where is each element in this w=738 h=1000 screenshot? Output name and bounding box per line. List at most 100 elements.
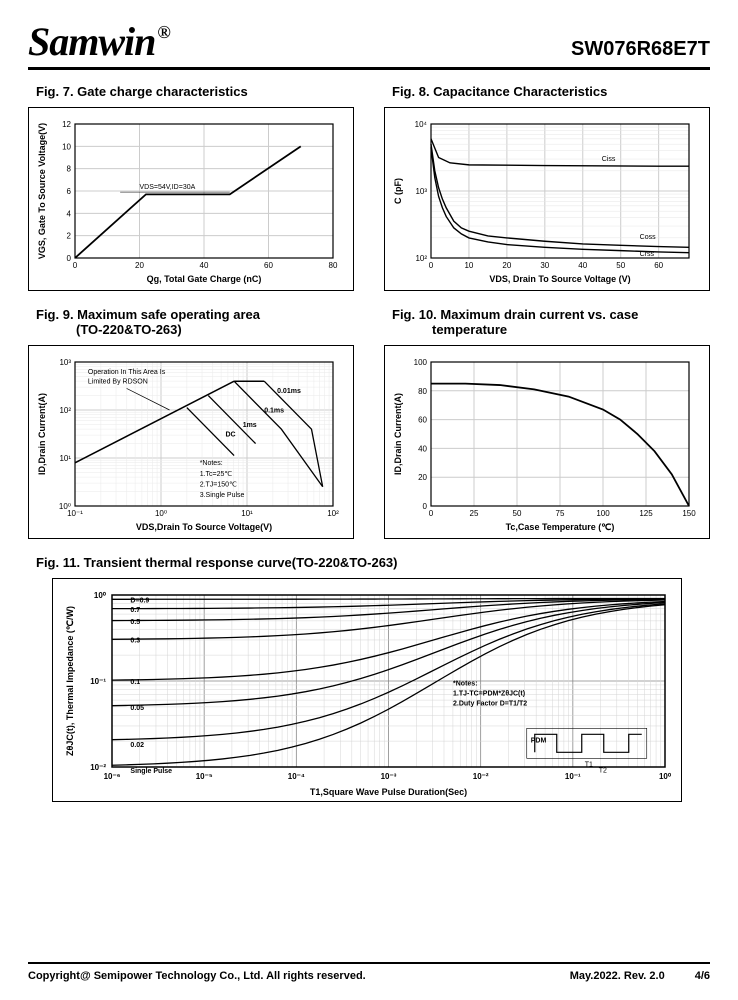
svg-text:0.1: 0.1: [130, 679, 140, 686]
brand-logo: Samwin ®: [28, 18, 170, 65]
svg-text:20: 20: [502, 261, 511, 270]
svg-text:0: 0: [429, 509, 434, 518]
svg-text:10²: 10²: [327, 509, 339, 518]
fig10-title-line1: Fig. 10. Maximum drain current vs. case: [392, 307, 638, 322]
svg-text:50: 50: [513, 509, 522, 518]
svg-text:100: 100: [414, 358, 428, 367]
svg-text:0.02: 0.02: [130, 742, 144, 749]
svg-text:2.Duty Factor D=T1/T2: 2.Duty Factor D=T1/T2: [453, 700, 527, 707]
registered-mark: ®: [157, 22, 169, 43]
svg-text:10⁴: 10⁴: [415, 120, 428, 129]
svg-text:75: 75: [556, 509, 565, 518]
svg-text:10⁻¹: 10⁻¹: [565, 772, 581, 781]
svg-text:T1,Square Wave Pulse Duration(: T1,Square Wave Pulse Duration(Sec): [310, 787, 467, 797]
svg-text:2.TJ=150℃: 2.TJ=150℃: [200, 481, 237, 488]
fig8-title: Fig. 8. Capacitance Characteristics: [384, 84, 710, 99]
footer-date: May.2022. Rev. 2.0: [570, 970, 665, 982]
svg-text:Crss: Crss: [640, 251, 655, 258]
svg-text:50: 50: [616, 261, 625, 270]
svg-text:10⁻⁶: 10⁻⁶: [104, 772, 121, 781]
svg-text:0: 0: [73, 261, 78, 270]
fig11-chart: 10⁻⁶ 10⁻⁵ 10⁻⁴ 10⁻³ 10⁻² 10⁻¹ 10⁰ 10⁻² 10⁻¹ 10⁰ D=…: [52, 578, 682, 802]
svg-text:10⁻¹: 10⁻¹: [90, 677, 106, 686]
fig10: Fig. 10. Maximum drain current vs. case …: [384, 307, 710, 539]
svg-text:40: 40: [418, 444, 427, 453]
svg-text:40: 40: [578, 261, 587, 270]
svg-text:6: 6: [67, 187, 72, 196]
fig7-title: Fig. 7. Gate charge characteristics: [28, 84, 354, 99]
svg-text:0.5: 0.5: [130, 619, 140, 626]
svg-text:100: 100: [596, 509, 610, 518]
svg-text:10⁻⁵: 10⁻⁵: [196, 772, 213, 781]
svg-text:Operation In This Area Is: Operation In This Area Is: [88, 369, 166, 376]
brand-name: Samwin: [28, 18, 155, 65]
fig7-svg: 020406080024681012VDS=54V,ID=30AQg, Tota…: [33, 116, 343, 286]
svg-text:0: 0: [423, 502, 428, 511]
svg-text:Coss: Coss: [640, 234, 656, 241]
svg-text:10: 10: [62, 142, 71, 151]
svg-text:10⁰: 10⁰: [59, 502, 71, 511]
svg-text:Tc,Case Temperature (℃): Tc,Case Temperature (℃): [506, 522, 615, 532]
svg-text:0.3: 0.3: [130, 638, 140, 645]
svg-text:150: 150: [682, 509, 696, 518]
svg-text:12: 12: [62, 120, 71, 129]
fig9: Fig. 9. Maximum safe operating area (TO-…: [28, 307, 354, 539]
svg-text:DC: DC: [226, 431, 236, 438]
fig11-title: Fig. 11. Transient thermal response curv…: [28, 555, 710, 570]
part-number: SW076R68E7T: [571, 38, 710, 65]
svg-text:8: 8: [67, 165, 72, 174]
svg-text:T1: T1: [585, 761, 593, 768]
svg-text:10⁻²: 10⁻²: [473, 772, 489, 781]
svg-text:*Notes:: *Notes:: [200, 460, 223, 467]
svg-text:40: 40: [200, 261, 209, 270]
svg-text:D=0.9: D=0.9: [130, 597, 149, 604]
fig10-svg: 0255075100125150020406080100Tc,Case Temp…: [389, 354, 699, 534]
svg-text:C (pF): C (pF): [393, 178, 403, 204]
svg-text:Ciss: Ciss: [602, 156, 616, 163]
chart-row-3: Fig. 11. Transient thermal response curv…: [28, 555, 710, 802]
fig7-chart: 020406080024681012VDS=54V,ID=30AQg, Tota…: [28, 107, 354, 291]
fig11-svg: 10⁻⁶ 10⁻⁵ 10⁻⁴ 10⁻³ 10⁻² 10⁻¹ 10⁰ 10⁻² 10⁻¹ 10⁰ D=…: [57, 587, 677, 797]
svg-text:20: 20: [418, 473, 427, 482]
svg-text:0: 0: [429, 261, 434, 270]
svg-text:10²: 10²: [415, 254, 427, 263]
svg-text:0.05: 0.05: [130, 705, 144, 712]
svg-text:1ms: 1ms: [243, 422, 257, 429]
svg-text:ZθJC(t), Thermal Impedance (℃: ZθJC(t), Thermal Impedance (℃/W): [65, 606, 75, 756]
svg-text:ID,Drain Current(A): ID,Drain Current(A): [37, 393, 47, 475]
svg-text:10⁰: 10⁰: [94, 591, 107, 600]
chart-row-1: Fig. 7. Gate charge characteristics 0 20 4…: [28, 84, 710, 291]
svg-text:60: 60: [264, 261, 273, 270]
page-header: Samwin ® SW076R68E7T: [28, 18, 710, 70]
fig10-title-line2: temperature: [392, 322, 507, 337]
svg-text:10¹: 10¹: [241, 509, 253, 518]
svg-text:PDM: PDM: [531, 737, 547, 744]
svg-text:10⁻²: 10⁻²: [90, 763, 106, 772]
svg-text:VDS,Drain To Source Voltage(V): VDS,Drain To Source Voltage(V): [136, 522, 272, 532]
svg-text:10⁻⁴: 10⁻⁴: [288, 772, 305, 781]
fig9-title-line2: (TO-220&TO-263): [36, 322, 182, 337]
svg-text:10⁰: 10⁰: [659, 772, 672, 781]
svg-text:4: 4: [67, 209, 72, 218]
svg-text:10⁻³: 10⁻³: [381, 772, 397, 781]
svg-text:10¹: 10¹: [59, 454, 71, 463]
page-footer: Copyright@ Semipower Technology Co., Ltd…: [28, 962, 710, 982]
fig8: Fig. 8. Capacitance Characteristics 0102…: [384, 84, 710, 291]
svg-text:60: 60: [654, 261, 663, 270]
svg-text:80: 80: [329, 261, 338, 270]
svg-text:10²: 10²: [59, 406, 71, 415]
svg-text:Single Pulse: Single Pulse: [130, 768, 172, 775]
svg-text:0: 0: [67, 254, 72, 263]
svg-text:1.TJ-TC=PDM*ZθJC(t): 1.TJ-TC=PDM*ZθJC(t): [453, 690, 525, 697]
svg-text:T2: T2: [599, 767, 607, 774]
svg-text:*Notes:: *Notes:: [453, 680, 478, 687]
svg-text:ID,Drain Current(A): ID,Drain Current(A): [393, 393, 403, 475]
fig9-chart: 10⁻¹10⁰10¹10²10⁰10¹10²10³0.01ms0.1ms1msD…: [28, 345, 354, 539]
svg-text:VDS, Drain To Source Voltage (: VDS, Drain To Source Voltage (V): [489, 274, 630, 284]
svg-text:0.7: 0.7: [130, 607, 140, 614]
fig7: Fig. 7. Gate charge characteristics 0204…: [28, 84, 354, 291]
svg-text:1.Tc=25℃: 1.Tc=25℃: [200, 471, 233, 478]
svg-text:VGS, Gate To Source Voltage(V: VGS, Gate To Source Voltage(V): [37, 123, 47, 259]
fig9-svg: 10⁻¹10⁰10¹10²10⁰10¹10²10³0.01ms0.1ms1msD…: [33, 354, 343, 534]
fig9-title: Fig. 9. Maximum safe operating area (TO-…: [28, 307, 354, 337]
